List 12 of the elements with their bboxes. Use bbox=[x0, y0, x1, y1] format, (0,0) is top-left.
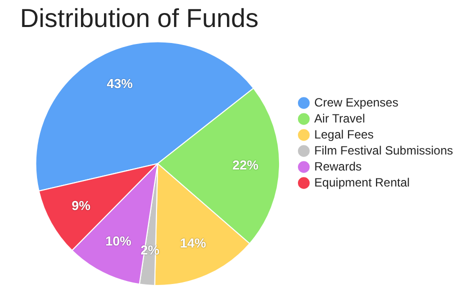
data-label: 43% bbox=[106, 76, 134, 92]
data-label: 14% bbox=[180, 235, 207, 250]
legend-label: Film Festival Submissions bbox=[314, 143, 454, 158]
legend-label: Equipment Rental bbox=[314, 175, 410, 190]
legend-label: Rewards bbox=[314, 159, 362, 174]
data-label: 10% bbox=[105, 234, 132, 249]
data-label: 22% bbox=[232, 157, 259, 172]
chart-title: Distribution of Funds bbox=[20, 2, 258, 33]
data-label: 9% bbox=[72, 198, 91, 213]
legend-label: Crew Expenses bbox=[314, 95, 398, 110]
legend-label: Air Travel bbox=[314, 111, 365, 126]
legend-label: Legal Fees bbox=[314, 127, 374, 142]
